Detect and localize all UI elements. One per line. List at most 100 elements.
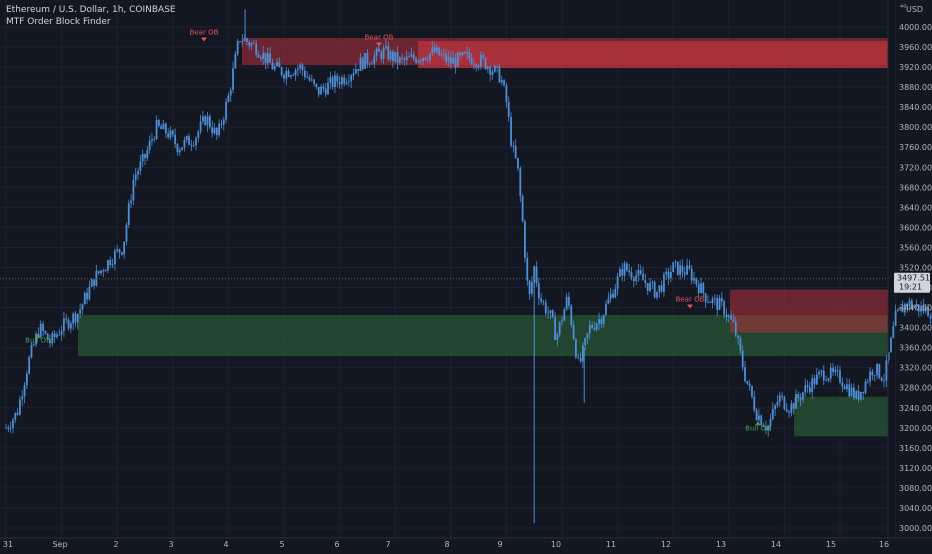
candle-body-27 — [68, 320, 70, 329]
candle-body-174 — [408, 57, 410, 58]
candle-body-89 — [211, 127, 213, 133]
candle-body-351 — [818, 372, 820, 374]
candle-body-257 — [600, 319, 602, 324]
candle-body-44 — [107, 260, 109, 270]
candle-body-160 — [376, 49, 378, 56]
candle-body-105 — [248, 42, 250, 46]
candle-body-338 — [788, 412, 790, 413]
candle-body-231 — [540, 299, 542, 302]
candle-body-76 — [181, 148, 183, 151]
candle-body-349 — [814, 378, 816, 384]
candle-body-337 — [786, 409, 788, 411]
candle-body-88 — [209, 116, 211, 127]
candle-body-238 — [556, 335, 558, 340]
candle-body-66 — [158, 120, 160, 126]
candle-body-82 — [195, 138, 197, 145]
price-tick-6: 3760.00 — [899, 143, 932, 152]
candle-body-95 — [225, 102, 227, 120]
candle-body-60 — [144, 154, 146, 158]
price-tick-2: 3920.00 — [899, 63, 932, 72]
candle-body-353 — [823, 371, 825, 380]
price-tick-24: 3040.00 — [899, 504, 932, 513]
candle-body-227 — [531, 282, 533, 294]
candle-body-316 — [737, 336, 739, 339]
candle-body-112 — [265, 53, 267, 63]
candle-body-314 — [733, 319, 735, 321]
candle-body-129 — [304, 70, 306, 77]
candle-body-246 — [575, 339, 577, 357]
candle-body-167 — [392, 51, 394, 61]
candle-body-295 — [689, 265, 691, 268]
candle-body-254 — [594, 328, 596, 330]
candle-series — [5, 9, 932, 523]
candle-body-198 — [464, 52, 466, 53]
candle-body-218 — [510, 117, 512, 146]
candle-body-48 — [116, 249, 118, 251]
candle-body-31 — [77, 314, 79, 323]
candle-body-339 — [790, 404, 792, 413]
candle-body-313 — [730, 316, 732, 320]
candle-body-74 — [177, 144, 179, 152]
price-tick-19: 3240.00 — [899, 404, 932, 413]
candle-body-347 — [809, 387, 811, 392]
candle-body-69 — [165, 124, 167, 134]
candle-body-49 — [119, 249, 121, 252]
candle-body-235 — [550, 310, 552, 313]
candle-body-245 — [573, 325, 575, 339]
price-axis[interactable]: 4000.003960.003920.003880.003840.003800.… — [888, 0, 932, 538]
candle-body-50 — [121, 252, 123, 254]
candle-body-243 — [568, 297, 570, 306]
candle-body-287 — [670, 272, 672, 278]
candle-body-67 — [160, 126, 162, 129]
candle-body-169 — [397, 52, 399, 63]
candle-body-291 — [679, 266, 681, 275]
candle-body-360 — [839, 370, 841, 382]
candle-body-11 — [31, 345, 33, 357]
candle-body-343 — [800, 398, 802, 400]
candle-body-182 — [427, 60, 429, 61]
candle-body-206 — [482, 55, 484, 58]
symbol-title[interactable]: Ethereum / U.S. Dollar, 1h, COINBASE — [6, 4, 176, 16]
candle-body-164 — [385, 46, 387, 48]
candle-body-215 — [503, 80, 505, 85]
chart-legend: Ethereum / U.S. Dollar, 1h, COINBASE MTF… — [6, 4, 176, 28]
price-tick-18: 3280.00 — [899, 384, 932, 393]
candle-body-62 — [149, 141, 151, 150]
candle-body-325 — [758, 416, 760, 420]
candle-body-274 — [640, 270, 642, 274]
candle-body-192 — [450, 57, 452, 64]
candle-body-143 — [336, 76, 338, 82]
candle-body-279 — [651, 282, 653, 283]
candle-body-311 — [726, 315, 728, 317]
candle-body-256 — [598, 319, 600, 324]
time-tick-12: 12 — [661, 540, 671, 549]
candle-body-285 — [665, 272, 667, 274]
candle-body-304 — [709, 302, 711, 303]
currency-label[interactable]: USD — [906, 5, 923, 14]
candle-body-354 — [825, 380, 827, 381]
candle-body-217 — [508, 102, 510, 117]
time-tick-5: 5 — [279, 540, 284, 549]
candle-body-190 — [445, 54, 447, 62]
candle-body-301 — [702, 283, 704, 293]
price-tick-25: 3000.00 — [899, 524, 932, 533]
candle-body-355 — [828, 378, 830, 380]
candle-body-262 — [612, 294, 614, 298]
candle-body-375 — [874, 375, 876, 376]
candle-body-376 — [876, 364, 878, 375]
candle-body-45 — [109, 260, 111, 265]
price-tick-12: 3520.00 — [899, 263, 932, 272]
candle-body-100 — [237, 41, 239, 54]
candle-body-170 — [399, 58, 401, 63]
time-tick-14: 14 — [771, 540, 781, 549]
candle-body-28 — [70, 324, 72, 329]
bar-countdown: 19:21 — [899, 283, 922, 292]
indicator-title[interactable]: MTF Order Block Finder — [6, 16, 176, 28]
price-tick-5: 3800.00 — [899, 123, 932, 132]
candle-body-288 — [672, 262, 674, 272]
candle-body-185 — [434, 47, 436, 52]
candle-body-363 — [846, 384, 848, 389]
